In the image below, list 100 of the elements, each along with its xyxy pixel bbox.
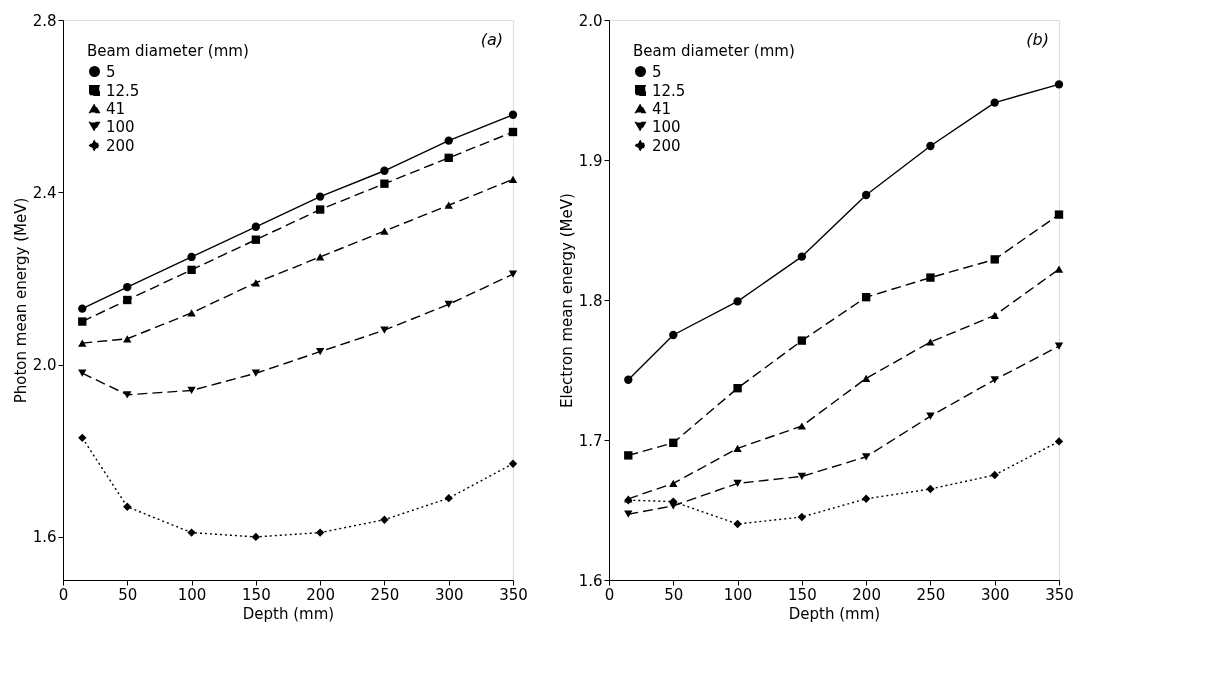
point: [123, 502, 132, 511]
point: [669, 330, 678, 340]
point: [926, 141, 935, 151]
legend-label: 12.5: [106, 81, 140, 100]
point: [187, 386, 196, 395]
point: [669, 479, 678, 488]
legend-title: Beam diameter (mm): [87, 42, 249, 60]
legend-label: 41: [106, 99, 126, 118]
x-tick-label: 200: [852, 585, 881, 604]
y-tick-label: 2.0: [32, 356, 57, 375]
point: [444, 300, 453, 308]
point: [508, 127, 518, 137]
point: [380, 515, 389, 524]
point: [733, 444, 742, 453]
point: [926, 273, 935, 282]
point: [733, 519, 742, 529]
point: [624, 451, 633, 460]
y-tick-label: 1.7: [578, 431, 603, 450]
point: [444, 201, 453, 209]
y-tick-label: 1.6: [32, 528, 57, 547]
point: [1054, 80, 1064, 89]
point: [380, 227, 389, 235]
point: [926, 338, 935, 346]
x-tick-label: 100: [177, 585, 207, 604]
y-tick-label: 1.6: [578, 571, 603, 590]
point: [251, 369, 261, 377]
point: [990, 98, 999, 107]
point: [251, 235, 261, 244]
y-tick-label: 2.4: [32, 183, 57, 202]
point: [444, 153, 453, 163]
point: [123, 391, 132, 399]
point: [123, 295, 132, 305]
point: [990, 255, 999, 264]
point: [1054, 437, 1064, 446]
point: [990, 376, 999, 384]
point: [380, 179, 389, 188]
point: [315, 348, 325, 356]
point: [315, 253, 325, 261]
point: [123, 282, 132, 292]
legend-label: 12.5: [652, 81, 686, 100]
point: [380, 166, 389, 175]
legend-label: 41: [652, 99, 672, 118]
point: [251, 279, 261, 287]
point: [187, 309, 196, 317]
x-tick-label: 150: [242, 585, 271, 604]
y-tick-label: 1.9: [578, 151, 603, 170]
point: [187, 252, 196, 262]
point: [251, 222, 261, 231]
x-tick-label: 200: [306, 585, 335, 604]
point: [508, 459, 518, 468]
point: [444, 136, 453, 145]
point: [861, 494, 871, 503]
y-axis-title: Photon mean energy (MeV): [11, 197, 30, 404]
y-tick-label: 2.8: [32, 11, 57, 30]
point: [78, 339, 87, 347]
point: [797, 472, 807, 481]
point: [797, 512, 807, 522]
point: [315, 205, 325, 214]
legend-label: 200: [106, 136, 135, 155]
point: [251, 532, 261, 542]
x-tick-label: 300: [980, 585, 1010, 604]
x-axis-title: Depth (mm): [242, 604, 335, 623]
x-tick-label: 350: [1045, 585, 1074, 604]
point: [733, 479, 742, 488]
point: [508, 175, 518, 184]
point: [624, 375, 633, 384]
legend-label: 200: [652, 136, 681, 155]
x-tick-label: 0: [604, 585, 615, 604]
point: [861, 453, 871, 461]
x-tick-label: 250: [370, 585, 400, 604]
point: [990, 311, 999, 320]
x-tick-label: 100: [723, 585, 753, 604]
point: [315, 192, 325, 201]
point: [187, 528, 196, 537]
point: [315, 528, 325, 537]
point: [123, 335, 132, 343]
point: [187, 265, 196, 275]
y-axis-title: Electron mean energy (MeV): [557, 193, 576, 408]
legend-label: 100: [106, 117, 135, 136]
point: [733, 297, 742, 306]
x-tick-label: 0: [58, 585, 69, 604]
point: [861, 374, 871, 383]
point: [861, 293, 871, 302]
point: [861, 190, 871, 200]
point: [733, 384, 742, 393]
y-tick-label: 2.0: [578, 11, 603, 30]
x-tick-label: 350: [499, 585, 528, 604]
x-tick-label: 300: [434, 585, 464, 604]
point: [508, 110, 518, 119]
point: [926, 412, 935, 420]
point: [1054, 210, 1064, 219]
x-tick-label: 50: [118, 585, 138, 604]
annotation: (a): [480, 30, 503, 49]
point: [669, 438, 678, 447]
x-tick-label: 150: [788, 585, 817, 604]
legend-label: 5: [652, 62, 662, 81]
legend-label: 100: [652, 117, 681, 136]
point: [990, 470, 999, 480]
point: [78, 433, 87, 443]
legend-title: Beam diameter (mm): [633, 42, 795, 60]
